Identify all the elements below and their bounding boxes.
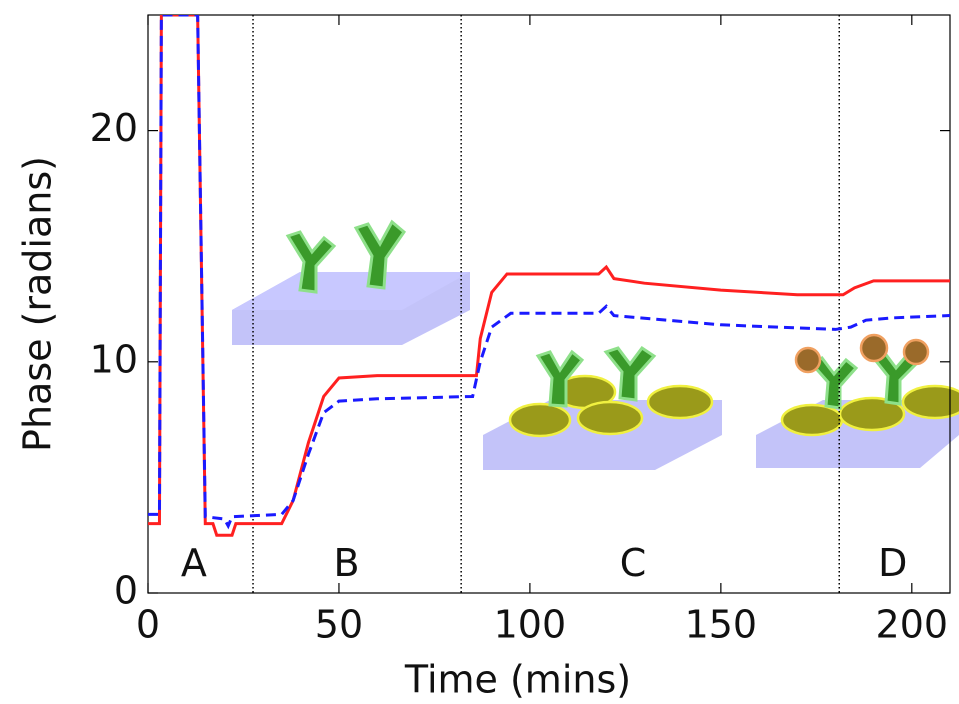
y-tick-label: 20 (90, 106, 138, 150)
series-line (148, 15, 950, 537)
region-label: A (181, 541, 207, 585)
x-tick-label: 200 (876, 603, 949, 647)
y-tick-label: 0 (114, 569, 138, 613)
surface-b (232, 219, 470, 345)
x-tick-label: 150 (685, 603, 758, 647)
y-axis-label: Phase (radians) (16, 156, 60, 452)
x-tick-label: 50 (315, 603, 363, 647)
plot-lines (148, 15, 950, 537)
plot-frame (147, 14, 951, 594)
region-label: D (878, 541, 907, 585)
series-line (148, 15, 950, 530)
surface-d (756, 333, 959, 468)
x-axis-label: Time (mins) (404, 658, 631, 702)
region-label: B (334, 541, 360, 585)
x-tick-label: 100 (494, 603, 567, 647)
surface-c (483, 345, 722, 470)
y-tick-label: 10 (90, 337, 138, 381)
illustrations (232, 219, 959, 470)
region-label: C (620, 541, 647, 585)
x-tick-label: 0 (136, 603, 160, 647)
